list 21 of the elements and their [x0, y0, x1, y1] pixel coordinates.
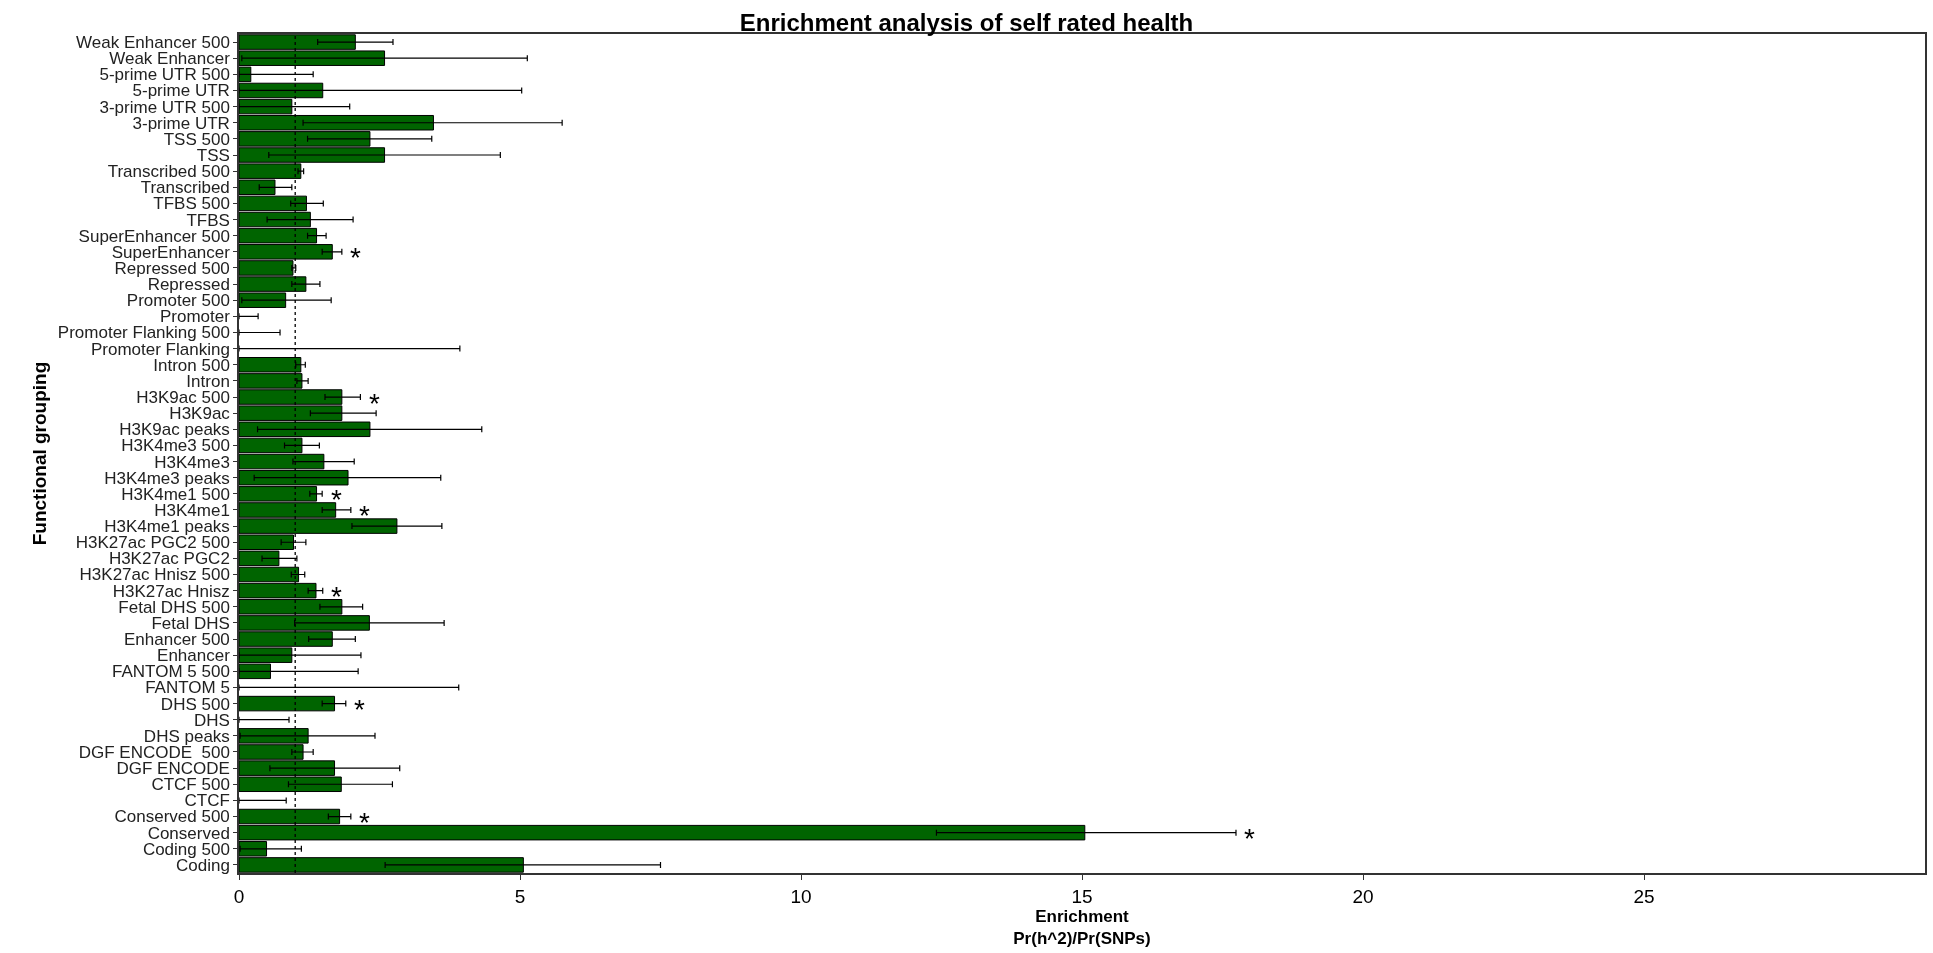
- x-tick-label: 15: [1071, 885, 1093, 907]
- y-tick-label: Repressed: [147, 275, 230, 295]
- y-axis-title: Functional grouping: [29, 361, 51, 546]
- x-axis-title: Enrichment Pr(h^2)/Pr(SNPs): [1013, 906, 1151, 948]
- x-tick-label: 0: [233, 885, 245, 907]
- y-tick-label: Enhancer 500: [123, 630, 230, 649]
- x-tick-label: 20: [1352, 885, 1374, 907]
- annotation: *: [369, 388, 380, 419]
- annotation: *: [1244, 823, 1255, 854]
- chart-title: Enrichment analysis of self rated health: [739, 9, 1194, 37]
- annotation: *: [359, 500, 370, 531]
- annotation: *: [331, 581, 342, 612]
- annotation: *: [354, 694, 365, 725]
- x-tick-label: 10: [790, 885, 812, 907]
- x-tick-label: 5: [514, 885, 526, 907]
- x-tick-label: 25: [1633, 885, 1655, 907]
- annotation: *: [331, 484, 342, 515]
- annotation: *: [359, 807, 370, 838]
- annotation: *: [350, 242, 361, 273]
- y-tick-label: H3K4me1: [154, 500, 230, 520]
- y-tick-label: H3K4me1 peaks: [104, 517, 230, 537]
